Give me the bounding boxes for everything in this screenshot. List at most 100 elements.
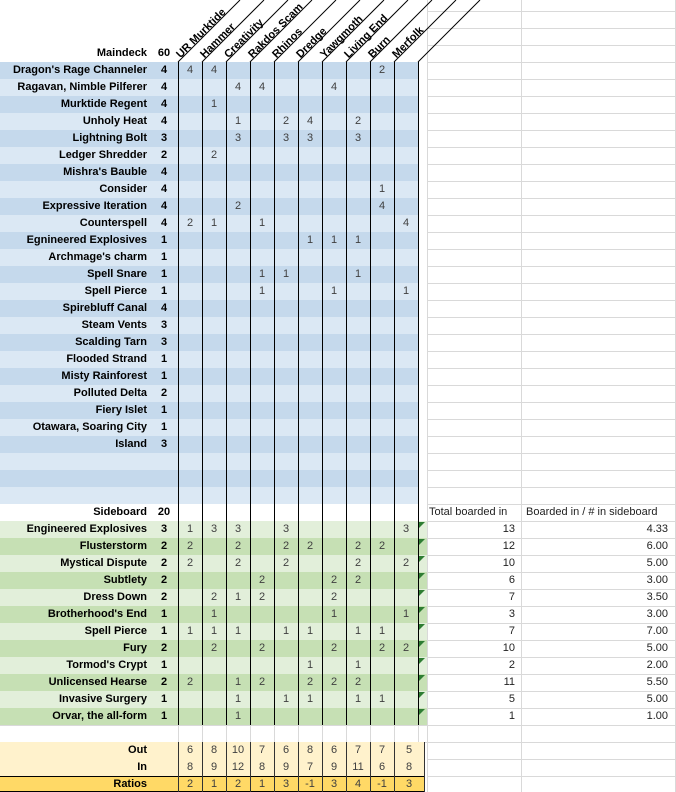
card-name[interactable]: Fury bbox=[123, 642, 147, 654]
matchup-cell[interactable]: 1 bbox=[378, 183, 386, 195]
ratios-cell[interactable]: 1 bbox=[210, 778, 218, 790]
card-name[interactable]: Spell Pierce bbox=[84, 625, 147, 637]
card-name[interactable]: Invasive Surgery bbox=[58, 693, 147, 705]
matchup-cell[interactable]: 1 bbox=[354, 268, 362, 280]
matchup-cell[interactable]: 2 bbox=[258, 642, 266, 654]
card-name[interactable]: Otawara, Soaring City bbox=[32, 421, 147, 433]
card-count[interactable]: 4 bbox=[160, 64, 168, 76]
card-count[interactable]: 1 bbox=[160, 251, 168, 263]
boarded-ratio-header[interactable]: Boarded in / # in sideboard bbox=[526, 506, 658, 518]
matchup-cell[interactable]: 1 bbox=[186, 523, 194, 535]
matchup-cell[interactable]: 3 bbox=[402, 523, 410, 535]
matchup-cell[interactable]: 2 bbox=[282, 557, 290, 569]
card-name[interactable]: Lightning Bolt bbox=[72, 132, 147, 144]
total-boarded-cell[interactable]: 13 bbox=[502, 523, 515, 535]
card-name[interactable]: Spell Pierce bbox=[84, 285, 147, 297]
card-count[interactable]: 4 bbox=[160, 166, 168, 178]
matchup-cell[interactable]: 1 bbox=[354, 693, 362, 705]
boarded-ratio-cell[interactable]: 3.00 bbox=[646, 608, 668, 620]
total-boarded-header[interactable]: Total boarded in bbox=[429, 506, 508, 518]
card-count[interactable]: 4 bbox=[160, 98, 168, 110]
matchup-cell[interactable]: 2 bbox=[258, 676, 266, 688]
total-boarded-cell[interactable]: 2 bbox=[508, 659, 515, 671]
ratios-cell[interactable]: 3 bbox=[282, 778, 290, 790]
card-name[interactable]: Spell Snare bbox=[87, 268, 147, 280]
out-cell[interactable]: 6 bbox=[330, 744, 338, 756]
ratios-cell[interactable]: 3 bbox=[405, 778, 413, 790]
card-name[interactable]: Mystical Dispute bbox=[60, 557, 147, 569]
card-name[interactable]: Ragavan, Nimble Pilferer bbox=[17, 81, 147, 93]
matchup-cell[interactable]: 1 bbox=[402, 608, 410, 620]
card-name[interactable]: Murktide Regent bbox=[60, 98, 147, 110]
matchup-cell[interactable]: 2 bbox=[282, 540, 290, 552]
total-boarded-cell[interactable]: 11 bbox=[503, 676, 515, 688]
matchup-cell[interactable]: 2 bbox=[234, 540, 242, 552]
in-cell[interactable]: 8 bbox=[405, 761, 413, 773]
total-boarded-cell[interactable]: 6 bbox=[508, 574, 515, 586]
matchup-cell[interactable]: 2 bbox=[354, 115, 362, 127]
card-name[interactable]: Spirebluff Canal bbox=[62, 302, 147, 314]
matchup-cell[interactable]: 2 bbox=[186, 540, 194, 552]
out-cell[interactable]: 7 bbox=[378, 744, 386, 756]
matchup-cell[interactable]: 4 bbox=[258, 81, 266, 93]
ratios-cell[interactable]: -1 bbox=[305, 778, 315, 790]
matchup-cell[interactable]: 1 bbox=[330, 234, 338, 246]
boarded-ratio-cell[interactable]: 5.00 bbox=[646, 642, 668, 654]
out-cell[interactable]: 7 bbox=[354, 744, 362, 756]
card-count[interactable]: 2 bbox=[160, 591, 168, 603]
card-name[interactable]: Archmage's charm bbox=[48, 251, 147, 263]
card-name[interactable]: Misty Rainforest bbox=[61, 370, 147, 382]
card-count[interactable]: 1 bbox=[160, 404, 168, 416]
ratios-cell[interactable]: 4 bbox=[354, 778, 362, 790]
card-count[interactable]: 4 bbox=[160, 183, 168, 195]
total-boarded-cell[interactable]: 7 bbox=[508, 591, 515, 603]
matchup-cell[interactable]: 2 bbox=[354, 557, 362, 569]
in-cell[interactable]: 7 bbox=[306, 761, 314, 773]
boarded-ratio-cell[interactable]: 3.50 bbox=[646, 591, 668, 603]
in-cell[interactable]: 8 bbox=[258, 761, 266, 773]
card-count[interactable]: 4 bbox=[160, 115, 168, 127]
card-name[interactable]: Egnineered Explosives bbox=[26, 234, 147, 246]
matchup-cell[interactable]: 1 bbox=[210, 625, 218, 637]
matchup-cell[interactable]: 1 bbox=[234, 710, 242, 722]
card-count[interactable]: 1 bbox=[160, 710, 168, 722]
card-count[interactable]: 1 bbox=[160, 268, 168, 280]
card-name[interactable]: Brotherhood's End bbox=[47, 608, 147, 620]
card-name[interactable]: Flooded Strand bbox=[66, 353, 147, 365]
matchup-cell[interactable]: 1 bbox=[234, 693, 242, 705]
matchup-cell[interactable]: 2 bbox=[210, 149, 218, 161]
in-cell[interactable]: 8 bbox=[186, 761, 194, 773]
card-name[interactable]: Steam Vents bbox=[81, 319, 147, 331]
boarded-ratio-cell[interactable]: 1.00 bbox=[646, 710, 668, 722]
card-name[interactable]: Consider bbox=[99, 183, 147, 195]
matchup-cell[interactable]: 1 bbox=[354, 659, 362, 671]
out-cell[interactable]: 6 bbox=[186, 744, 194, 756]
sideboard-count[interactable]: 20 bbox=[157, 506, 171, 518]
out-cell[interactable]: 6 bbox=[282, 744, 290, 756]
matchup-cell[interactable]: 3 bbox=[210, 523, 218, 535]
card-name[interactable]: Ledger Shredder bbox=[58, 149, 147, 161]
card-count[interactable]: 1 bbox=[160, 234, 168, 246]
matchup-cell[interactable]: 1 bbox=[378, 693, 386, 705]
out-cell[interactable]: 5 bbox=[405, 744, 413, 756]
matchup-cell[interactable]: 2 bbox=[354, 574, 362, 586]
matchup-cell[interactable]: 3 bbox=[234, 132, 242, 144]
matchup-cell[interactable]: 2 bbox=[378, 642, 386, 654]
in-label[interactable]: In bbox=[137, 761, 147, 773]
matchup-cell[interactable]: 2 bbox=[186, 217, 194, 229]
matchup-cell[interactable]: 2 bbox=[210, 642, 218, 654]
card-name[interactable]: Flusterstorm bbox=[79, 540, 147, 552]
matchup-cell[interactable]: 2 bbox=[234, 200, 242, 212]
card-name[interactable]: Orvar, the all-form bbox=[52, 710, 147, 722]
matchup-cell[interactable]: 2 bbox=[186, 557, 194, 569]
matchup-cell[interactable]: 2 bbox=[378, 64, 386, 76]
card-name[interactable]: Unlicensed Hearse bbox=[48, 676, 147, 688]
matchup-cell[interactable]: 2 bbox=[402, 557, 410, 569]
matchup-cell[interactable]: 4 bbox=[234, 81, 242, 93]
matchup-cell[interactable]: 1 bbox=[210, 608, 218, 620]
matchup-cell[interactable]: 1 bbox=[210, 217, 218, 229]
boarded-ratio-cell[interactable]: 6.00 bbox=[646, 540, 668, 552]
ratios-cell[interactable]: 3 bbox=[330, 778, 338, 790]
in-cell[interactable]: 9 bbox=[282, 761, 290, 773]
card-count[interactable]: 3 bbox=[160, 336, 168, 348]
